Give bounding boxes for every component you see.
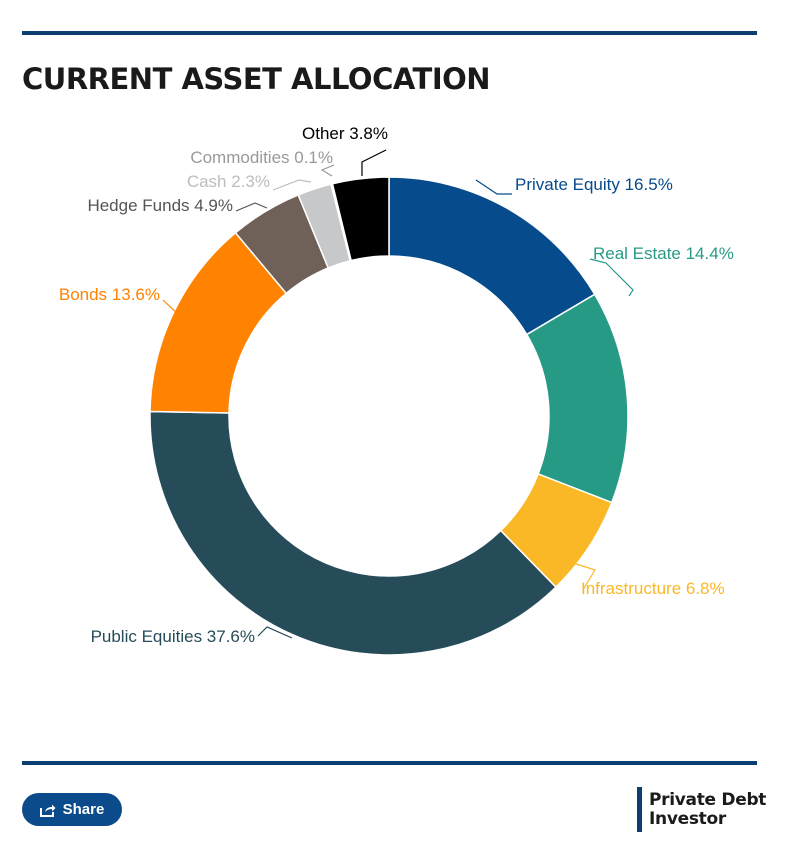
donut-chart: Private Equity 16.5% Real Estate 14.4% Inf… — [59, 124, 734, 656]
leader-3 — [257, 626, 293, 639]
chart-title: CURRENT ASSET ALLOCATION — [22, 62, 491, 96]
leader-6 — [272, 179, 312, 191]
leader-1 — [589, 258, 634, 297]
brand-line-1: Private Debt — [649, 789, 767, 810]
leader-5 — [235, 202, 268, 212]
leader-7 — [320, 164, 335, 177]
leader-4 — [162, 299, 181, 317]
slice-1[interactable] — [525, 293, 629, 504]
leader-2 — [569, 561, 596, 591]
slice-label-7: Commodities 0.1% — [190, 148, 333, 167]
slice-0[interactable] — [388, 176, 596, 336]
slice-label-5: Hedge Funds 4.9% — [87, 196, 233, 215]
slice-3[interactable] — [149, 410, 557, 656]
slice-label-3: Public Equities 37.6% — [91, 627, 255, 646]
slice-label-6: Cash 2.3% — [187, 172, 270, 191]
slice-label-8: Other 3.8% — [302, 124, 388, 143]
label-leaders — [162, 149, 634, 639]
brand-bar — [637, 787, 642, 832]
top-rule — [22, 31, 757, 35]
slice-8[interactable] — [331, 176, 390, 262]
share-button[interactable]: Share — [22, 793, 122, 826]
slice-label-0: Private Equity 16.5% — [515, 175, 673, 194]
slice-label-4: Bonds 13.6% — [59, 285, 160, 304]
slice-label-2: Infrastructure 6.8% — [581, 579, 725, 598]
brand-logo: Private Debt Investor — [637, 787, 766, 832]
slice-labels: Private Equity 16.5% Real Estate 14.4% Inf… — [59, 124, 734, 646]
bottom-rule — [22, 761, 757, 765]
share-icon — [39, 803, 56, 817]
donut-slices — [149, 176, 629, 656]
share-label: Share — [62, 801, 105, 818]
leader-8 — [361, 149, 387, 176]
brand-line-2: Investor — [649, 808, 726, 829]
slice-label-1: Real Estate 14.4% — [593, 244, 734, 263]
leader-0 — [475, 179, 512, 195]
